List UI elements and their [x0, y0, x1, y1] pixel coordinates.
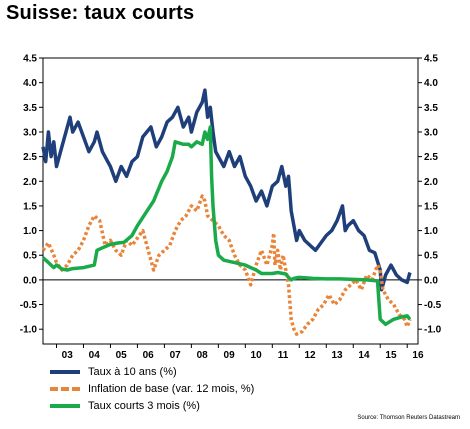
series-line-1 — [41, 194, 412, 336]
y-tick-label-right: 2.5 — [424, 152, 438, 163]
x-tick-label: 11 — [278, 350, 289, 360]
x-tick-label: 13 — [331, 350, 343, 360]
source-note: Source: Thomson Reuters Datastream — [357, 415, 460, 421]
y-tick-label-left: 2.0 — [23, 177, 37, 188]
legend-label-10y: Taux à 10 ans (%) — [88, 365, 177, 378]
y-tick-label-left: 3.0 — [23, 127, 37, 138]
y-tick-label-right: 0.0 — [424, 275, 438, 286]
y-tick-label-right: 2.0 — [424, 177, 438, 188]
x-tick-label: 04 — [89, 350, 101, 360]
y-tick-label-left: 3.5 — [23, 103, 37, 114]
x-tick-label: 03 — [62, 350, 74, 360]
x-tick-label: 12 — [304, 350, 316, 360]
x-tick-label: 07 — [170, 350, 182, 360]
y-tick-label-right: 3.5 — [424, 103, 438, 114]
y-tick-label-left: 0.0 — [23, 275, 37, 286]
x-tick-label: 06 — [143, 350, 155, 360]
legend-swatch-10y — [50, 369, 80, 374]
x-tick-label: 14 — [358, 350, 370, 360]
legend-label-inflation: Inflation de base (var. 12 mois, %) — [88, 382, 255, 395]
x-tick-label: 10 — [251, 350, 263, 360]
y-tick-label-right: 4.5 — [424, 54, 438, 65]
y-tick-label-left: 1.0 — [23, 226, 37, 237]
chart-axes: -1.0 -1.0 -0.5 -0.5 0.0 0.0 0.5 0.5 1.0 1.0 1.5 1.5… — [20, 54, 442, 361]
x-tick-label: 09 — [224, 350, 236, 360]
y-tick-label-right: 0.5 — [424, 251, 438, 262]
y-tick-label-right: 1.5 — [424, 201, 438, 212]
series-line-0 — [41, 88, 412, 292]
x-tick-label: 15 — [385, 350, 397, 360]
legend-item-3m: Taux courts 3 mois (%) — [50, 397, 254, 414]
series-layer — [41, 88, 412, 336]
plot-frame — [42, 57, 419, 345]
legend-item-10y: Taux à 10 ans (%) — [50, 363, 254, 380]
legend-label-3m: Taux courts 3 mois (%) — [88, 399, 200, 412]
y-tick-label-right: 3.0 — [424, 127, 438, 138]
x-tick-label: 05 — [116, 350, 128, 360]
y-tick-label-right: 4.0 — [424, 78, 438, 89]
y-tick-label-right: 1.0 — [424, 226, 438, 237]
legend-swatch-inflation — [50, 386, 80, 391]
y-tick-label-left: 4.0 — [23, 78, 37, 89]
y-tick-label-right: -1.0 — [424, 325, 442, 336]
y-tick-label-left: 2.5 — [23, 152, 37, 163]
y-tick-label-right: -0.5 — [424, 300, 442, 311]
y-tick-label-left: 1.5 — [23, 201, 37, 212]
y-tick-label-left: -1.0 — [20, 325, 38, 336]
series-line-2 — [41, 125, 412, 327]
line-chart: -1.0 -1.0 -0.5 -0.5 0.0 0.0 0.5 0.5 1.0 1.0 1.5 1.5… — [20, 54, 442, 361]
y-tick-label-left: 4.5 — [23, 54, 37, 65]
chart-title: Suisse: taux courts — [6, 2, 195, 24]
y-tick-label-left: 0.5 — [23, 251, 37, 262]
legend-item-inflation: Inflation de base (var. 12 mois, %) — [50, 380, 254, 397]
x-tick-label: 08 — [197, 350, 209, 360]
y-tick-label-left: -0.5 — [20, 300, 38, 311]
legend: Taux à 10 ans (%) Inflation de base (var… — [50, 363, 254, 414]
x-tick-label: 16 — [412, 350, 424, 360]
legend-swatch-3m — [50, 403, 80, 408]
